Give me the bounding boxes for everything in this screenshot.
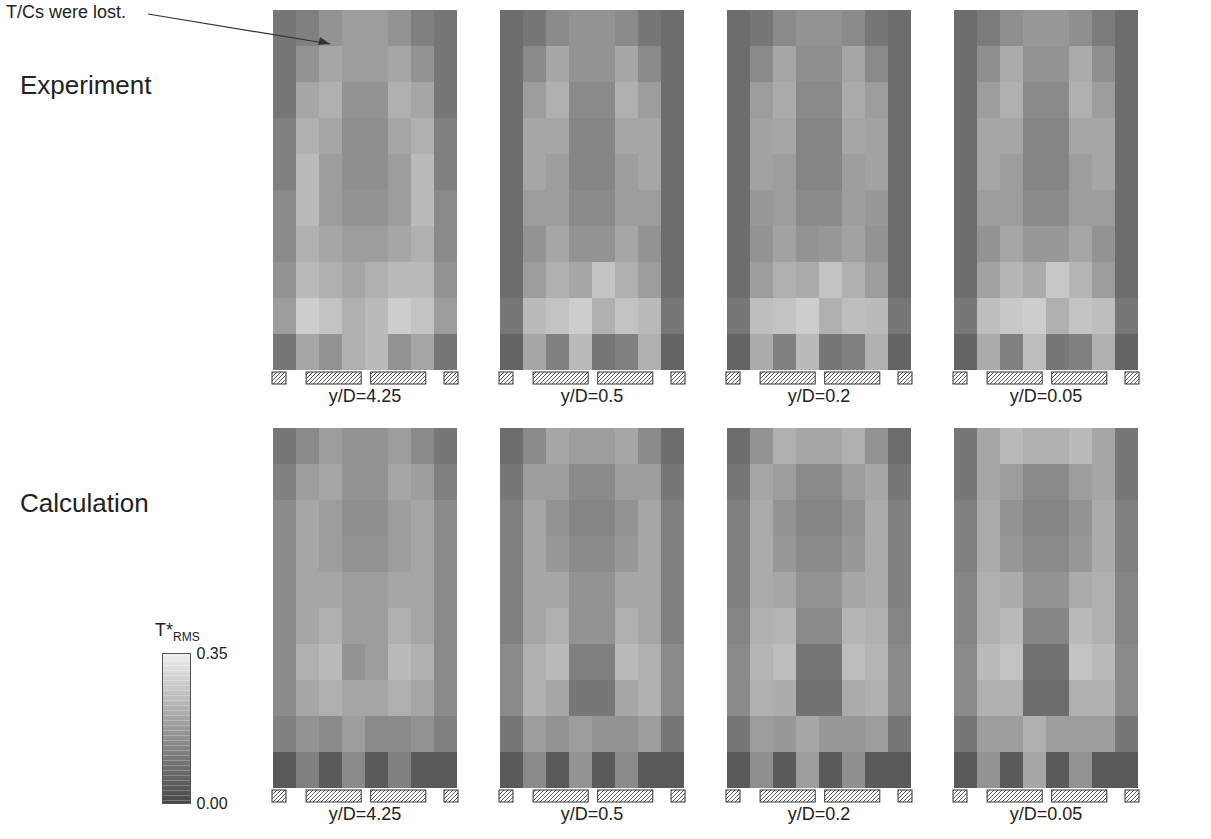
svg-text:0.00: 0.00: [197, 795, 228, 811]
svg-text:0.35: 0.35: [197, 645, 228, 662]
html-text:y/D=0.5: y/D=0.5: [560, 386, 624, 406]
html-text:y/D=4.25: y/D=4.25: [328, 386, 402, 406]
html-text:y/D=0.05: y/D=0.05: [1009, 804, 1083, 824]
html-text:Calculation: Calculation: [20, 488, 149, 518]
html-text:y/D=4.25: y/D=4.25: [328, 804, 402, 824]
html-text:y/D=0.5: y/D=0.5: [560, 804, 624, 824]
html-text:Experiment: Experiment: [20, 70, 152, 100]
html-text:T*RMS: T*RMS: [155, 620, 200, 644]
html-text:y/D=0.2: y/D=0.2: [787, 804, 851, 824]
html-text:y/D=0.05: y/D=0.05: [1009, 386, 1083, 406]
html-text:T/Cs were lost.: T/Cs were lost.: [6, 2, 126, 22]
html-text:y/D=0.2: y/D=0.2: [787, 386, 851, 406]
